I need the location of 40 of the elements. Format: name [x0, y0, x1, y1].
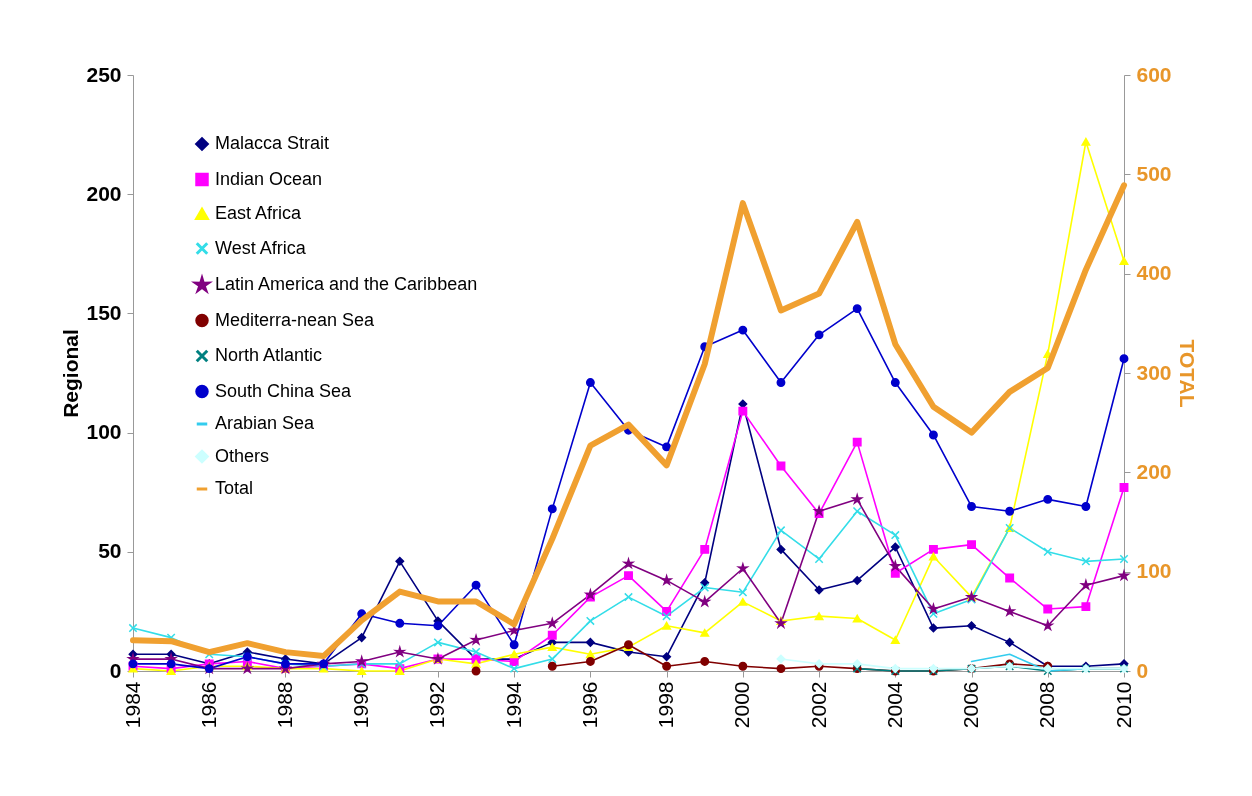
y-tick-label: 0: [109, 658, 122, 682]
y2-axis-title: TOTAL: [1175, 339, 1199, 408]
y2-tick-label: 200: [1136, 459, 1172, 483]
x-tick-label: 1984: [120, 681, 144, 729]
y2-tick-label: 300: [1136, 360, 1172, 384]
y2-tick-label: 100: [1136, 559, 1172, 583]
legend-label: Indian Ocean: [215, 168, 323, 189]
x-tick-label: 2002: [806, 681, 830, 729]
x-tick-label: 2010: [1111, 681, 1135, 729]
y-tick-label: 150: [86, 300, 122, 324]
x-tick-label: 2000: [730, 681, 754, 729]
y-tick-label: 250: [86, 62, 122, 86]
y-tick-label: 50: [98, 539, 122, 563]
x-tick-label: 1986: [196, 681, 220, 729]
x-tick-label: 2008: [1035, 681, 1059, 729]
y2-tick-label: 400: [1136, 261, 1172, 285]
legend-label: East Africa: [215, 203, 303, 223]
legend-label: Mediterra-nean Sea: [215, 309, 376, 330]
legend-label: North Atlantic: [215, 345, 323, 365]
legend-label: Arabian Sea: [215, 413, 316, 433]
x-tick-label: 1998: [654, 681, 678, 729]
x-tick-label: 2004: [882, 681, 906, 729]
x-tick-label: 1990: [349, 681, 373, 729]
legend-label: Total: [215, 478, 254, 498]
y-tick-label: 100: [86, 420, 122, 444]
x-tick-label: 1994: [501, 681, 525, 729]
y2-tick-label: 600: [1136, 62, 1172, 86]
y2-tick-label: 0: [1136, 658, 1149, 682]
legend-label: West Africa: [215, 237, 307, 258]
y-tick-label: 200: [86, 181, 122, 205]
legend-label: Others: [215, 445, 270, 466]
x-tick-label: 1996: [577, 681, 601, 729]
y-axis-title: Regional: [59, 329, 83, 418]
y2-tick-label: 500: [1136, 161, 1172, 185]
legend-label: Malacca Strait: [215, 133, 330, 153]
x-tick-label: 1992: [425, 681, 449, 729]
x-tick-label: 2006: [959, 681, 983, 729]
legend-label: Latin America and the Caribbean: [215, 274, 478, 294]
x-tick-label: 1988: [272, 681, 296, 729]
legend-label: South China Sea: [215, 380, 353, 401]
